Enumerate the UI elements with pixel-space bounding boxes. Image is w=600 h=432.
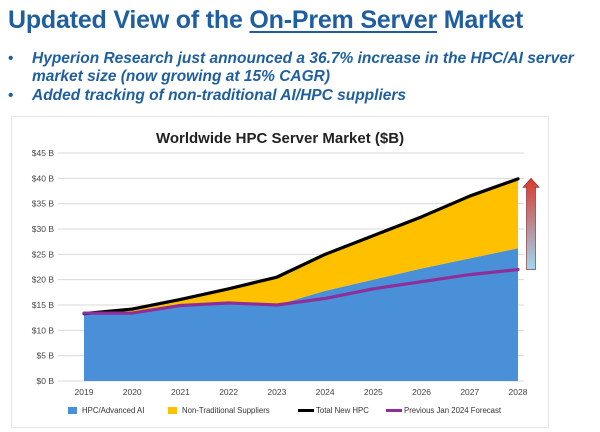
page-title: Updated View of the On-Prem Server Marke… [8,6,524,34]
chart-panel: Worldwide HPC Server Market ($B) $0 B $5 … [12,117,548,427]
line-previous-jan-2024-forecast [82,267,520,315]
y-tick-label: $45 B [32,148,55,158]
bullet-text: Hyperion Research just announced a 36.7%… [32,50,574,85]
area-hpc-advanced-ai [84,248,518,381]
x-axis-ticks: 2019 2020 2021 2022 2023 2024 2025 2026 2027 2028 [75,387,528,397]
legend-swatch [168,407,177,414]
y-tick-label: $0 B [37,376,55,386]
x-tick-label: 2019 [75,387,94,397]
x-tick-label: 2021 [171,387,190,397]
area-series [84,178,518,381]
x-tick-label: 2020 [123,387,142,397]
y-tick-label: $40 B [32,173,55,183]
bullet-dot: • [8,87,14,104]
y-axis-ticks: $0 B $5 B $10 B $15 B $20 B $25 B $30 B $35 B $4… [32,148,55,386]
bullet-list: • Hyperion Research just announced a 36.7… [6,50,596,106]
line-total-new-hpc [82,177,520,316]
bullet-text: Added tracking of non-traditional AI/HPC… [32,87,407,104]
legend-label: Total New HPC [316,406,369,415]
growth-arrow-shape [522,177,540,270]
bullet-item: • Hyperion Research just announced a 36.7… [6,50,596,86]
hpc-server-market-chart: Worldwide HPC Server Market ($B) $0 B $5 … [32,130,540,415]
chart-legend: HPC/Advanced AI Non-Traditional Suppliers… [68,406,502,415]
y-tick-label: $20 B [32,275,55,285]
y-tick-label: $5 B [37,351,55,361]
y-tick-label: $30 B [32,224,55,234]
line-series [82,177,520,316]
area-non-traditional-suppliers [84,178,518,314]
title-underlined-text: On-Prem Server [249,6,437,34]
legend-label: Previous Jan 2024 Forecast [404,406,502,415]
chart-title: Worldwide HPC Server Market ($B) [156,130,404,147]
x-tick-label: 2024 [316,387,335,397]
growth-arrow [522,177,540,270]
bullet-dot: • [8,50,14,67]
x-tick-label: 2028 [509,387,528,397]
x-tick-label: 2027 [460,387,479,397]
x-tick-label: 2023 [267,387,286,397]
x-tick-label: 2022 [219,387,238,397]
legend-label: HPC/Advanced AI [82,406,144,415]
x-tick-label: 2025 [364,387,383,397]
legend-label: Non-Traditional Suppliers [182,406,270,415]
y-tick-label: $15 B [32,300,55,310]
y-tick-label: $25 B [32,249,55,259]
bullet-item: • Added tracking of non-traditional AI/HP… [6,87,596,105]
y-tick-label: $35 B [32,199,55,209]
legend-swatch [68,407,77,414]
y-tick-label: $10 B [32,325,55,335]
x-tick-label: 2026 [412,387,431,397]
